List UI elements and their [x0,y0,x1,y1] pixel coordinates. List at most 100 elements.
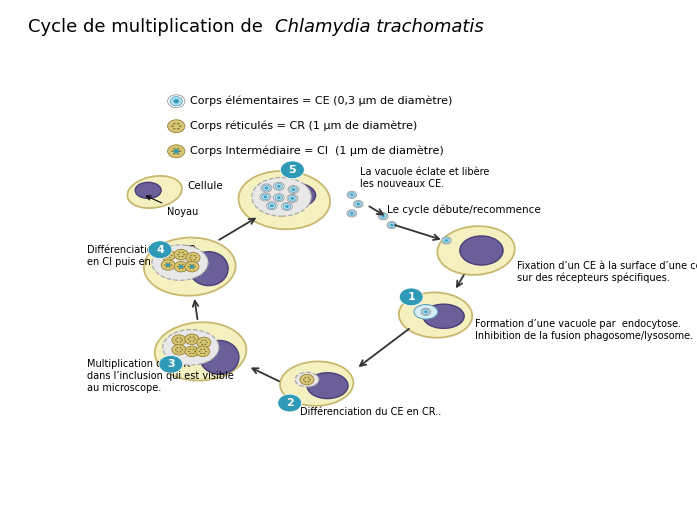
Circle shape [273,182,284,190]
Ellipse shape [275,183,316,208]
Circle shape [166,257,167,258]
Circle shape [180,337,181,339]
Circle shape [190,336,191,338]
Circle shape [277,185,281,188]
Circle shape [148,241,172,258]
Ellipse shape [307,373,348,399]
Text: Corps Intermédiaire = CI  (1 μm de diamètre): Corps Intermédiaire = CI (1 μm de diamèt… [190,146,443,157]
Circle shape [188,266,190,267]
Text: Cellule: Cellule [187,181,223,191]
Circle shape [173,128,176,129]
Ellipse shape [128,176,182,208]
Circle shape [177,254,179,255]
Circle shape [166,253,167,254]
Circle shape [192,264,194,265]
Circle shape [181,340,183,341]
Circle shape [190,341,191,342]
Circle shape [174,99,179,103]
Circle shape [292,188,296,191]
Circle shape [347,191,357,199]
Circle shape [194,259,195,260]
Circle shape [351,194,353,196]
Ellipse shape [189,252,228,286]
Circle shape [378,213,388,220]
Circle shape [351,212,353,214]
Circle shape [164,264,166,266]
Circle shape [170,96,183,106]
Circle shape [353,201,363,208]
Circle shape [291,197,294,200]
Circle shape [177,148,179,149]
Circle shape [176,351,178,353]
Circle shape [390,224,393,226]
Circle shape [170,264,172,266]
Circle shape [164,255,166,256]
Circle shape [357,203,360,205]
Circle shape [192,348,194,350]
Circle shape [182,256,183,257]
Circle shape [166,266,167,268]
Circle shape [178,264,181,265]
Circle shape [307,381,309,383]
Ellipse shape [238,171,330,229]
Circle shape [175,349,177,351]
Circle shape [282,202,293,211]
Circle shape [171,150,174,152]
Circle shape [300,374,314,385]
Circle shape [190,265,194,268]
Circle shape [348,192,355,198]
Circle shape [441,237,451,244]
Circle shape [182,252,183,253]
Circle shape [166,264,170,267]
Circle shape [178,256,181,257]
Ellipse shape [460,236,503,265]
Circle shape [178,252,181,253]
Circle shape [199,351,201,352]
Circle shape [183,254,185,255]
Circle shape [268,203,276,209]
Circle shape [194,351,196,352]
Circle shape [261,184,272,192]
Circle shape [289,187,298,192]
Circle shape [180,342,181,343]
Circle shape [399,288,423,306]
Circle shape [161,260,175,270]
Circle shape [190,255,192,256]
Circle shape [273,193,284,202]
Ellipse shape [399,292,473,337]
Circle shape [192,268,194,269]
Circle shape [204,353,205,354]
Circle shape [261,194,269,200]
Circle shape [170,255,172,256]
Circle shape [355,202,362,206]
Circle shape [192,336,194,338]
Circle shape [289,195,296,201]
Circle shape [443,238,450,243]
Circle shape [174,261,188,272]
Circle shape [422,309,429,314]
Circle shape [275,183,283,189]
Circle shape [421,308,431,315]
Ellipse shape [155,322,246,380]
Circle shape [190,264,191,265]
Circle shape [200,353,202,354]
Circle shape [181,349,183,351]
Ellipse shape [280,362,353,406]
Ellipse shape [423,304,464,329]
Circle shape [173,153,176,155]
Circle shape [174,149,179,154]
Text: Noyau: Noyau [167,208,198,217]
Circle shape [303,379,305,380]
Circle shape [190,348,191,350]
Text: Corps réticulés = CR (1 μm de diamètre): Corps réticulés = CR (1 μm de diamètre) [190,121,417,132]
Circle shape [288,185,299,193]
Circle shape [190,353,191,354]
Circle shape [169,253,171,254]
Circle shape [183,266,185,267]
Circle shape [194,266,196,267]
Circle shape [263,185,270,191]
Circle shape [177,128,179,129]
Circle shape [185,346,199,357]
Text: 5: 5 [289,165,296,175]
Circle shape [176,342,178,343]
